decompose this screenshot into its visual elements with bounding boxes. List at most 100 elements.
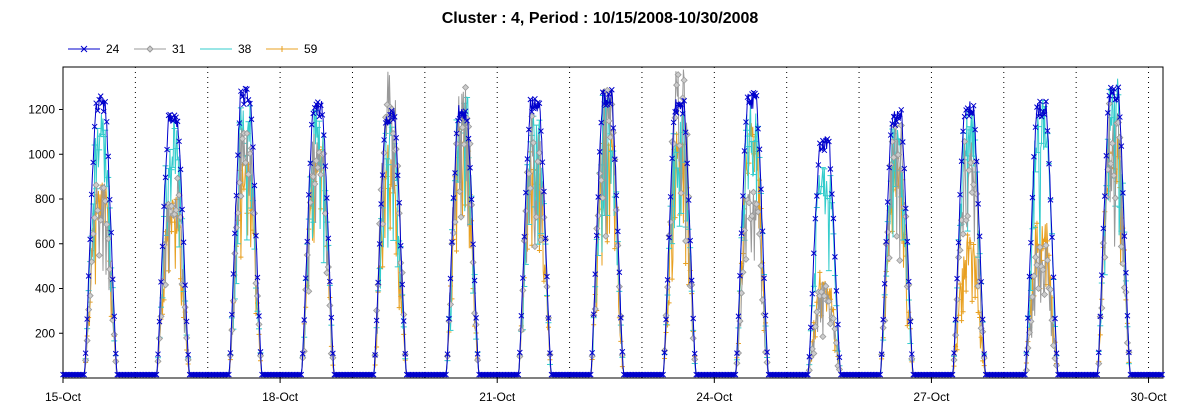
data-point: [738, 260, 744, 266]
data-point: [1157, 371, 1164, 378]
data-point: [532, 213, 540, 221]
data-point: [740, 251, 746, 257]
data-point: [605, 91, 612, 97]
data-point: [545, 315, 552, 321]
data-point: [975, 309, 981, 315]
data-point: [170, 118, 176, 124]
data-point: [385, 118, 392, 125]
data-point: [1159, 371, 1165, 378]
data-point: [79, 371, 86, 378]
data-point: [470, 241, 476, 248]
data-point: [812, 215, 819, 222]
data-point: [106, 196, 113, 203]
data-point: [667, 193, 674, 200]
data-point: [400, 318, 407, 324]
data-point: [951, 350, 957, 356]
data-point: [327, 278, 333, 285]
data-point: [676, 142, 684, 150]
data-point: [302, 275, 309, 282]
data-point: [257, 349, 264, 355]
data-point: [749, 188, 758, 196]
data-point: [1047, 197, 1054, 203]
data-point: [660, 371, 666, 378]
data-point: [229, 297, 237, 305]
data-point: [83, 337, 91, 345]
y-tick-label: 1200: [28, 103, 55, 117]
data-point: [965, 166, 973, 174]
data-point: [1034, 104, 1040, 110]
data-point: [89, 230, 97, 238]
data-point: [815, 162, 822, 168]
data-point: [444, 351, 451, 357]
data-point: [901, 165, 908, 172]
data-point: [1034, 220, 1040, 226]
data-point: [1032, 124, 1039, 131]
data-point: [183, 318, 190, 325]
data-point: [248, 116, 255, 123]
data-point: [378, 201, 384, 207]
data-point: [461, 83, 470, 91]
data-point: [301, 317, 308, 323]
data-point: [535, 149, 543, 157]
data-point: [317, 171, 325, 179]
data-point: [616, 269, 623, 276]
data-point: [830, 215, 837, 222]
data-point: [824, 289, 830, 295]
legend-swatch: [266, 46, 298, 52]
data-point: [1041, 111, 1048, 118]
data-point: [679, 94, 687, 102]
data-point: [608, 86, 615, 93]
data-point: [613, 192, 620, 199]
data-point: [241, 159, 249, 167]
data-point: [761, 275, 767, 282]
data-point: [688, 277, 695, 284]
data-point: [1024, 344, 1032, 352]
data-point: [100, 184, 108, 192]
data-point: [303, 251, 311, 259]
data-point: [606, 133, 614, 141]
data-point: [689, 334, 697, 342]
data-point: [469, 258, 477, 266]
data-point: [392, 145, 400, 153]
data-point: [684, 160, 691, 167]
data-point: [734, 350, 740, 356]
data-point: [592, 271, 599, 277]
data-point: [598, 119, 605, 126]
data-point: [962, 274, 968, 280]
data-point: [759, 228, 766, 235]
data-point: [539, 159, 546, 166]
data-point: [1109, 89, 1116, 96]
data-point: [589, 349, 596, 356]
data-point: [817, 269, 823, 275]
data-point: [813, 308, 821, 316]
data-point: [732, 371, 739, 378]
data-point: [241, 101, 247, 108]
data-point: [755, 230, 764, 238]
data-point: [167, 111, 173, 118]
data-point: [102, 98, 109, 105]
data-point: [323, 195, 330, 201]
legend-swatch: [134, 45, 166, 53]
data-point: [960, 309, 966, 315]
data-point: [587, 371, 594, 378]
data-point: [535, 99, 541, 106]
data-point: [1049, 234, 1055, 241]
data-point: [305, 287, 313, 295]
data-point: [97, 216, 105, 224]
data-point: [1123, 339, 1131, 347]
data-point: [758, 186, 764, 193]
data-point: [441, 371, 448, 378]
y-tick-label: 400: [35, 282, 55, 296]
data-point: [529, 139, 537, 147]
data-point: [112, 350, 119, 357]
data-point: [1094, 371, 1101, 378]
data-point: [756, 146, 763, 153]
data-point: [324, 263, 332, 271]
data-point: [806, 353, 813, 360]
data-point: [669, 155, 675, 162]
data-point: [618, 338, 624, 344]
x-tick-label: 24-Oct: [696, 390, 733, 404]
data-point: [1033, 261, 1041, 269]
data-point: [179, 206, 185, 213]
